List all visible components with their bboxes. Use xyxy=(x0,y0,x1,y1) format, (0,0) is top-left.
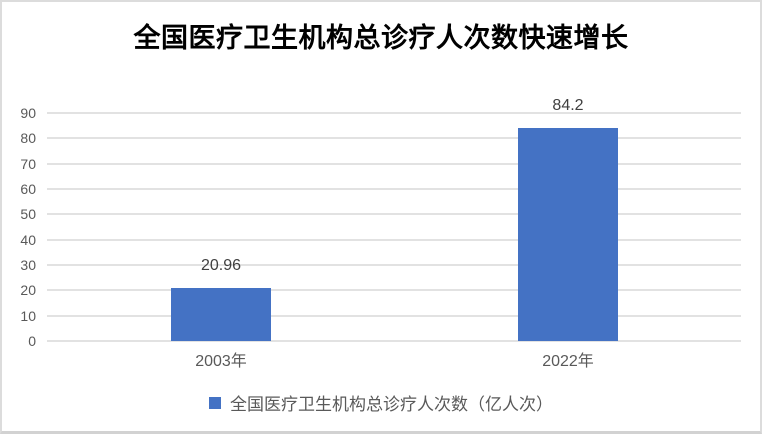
bar-2003年 xyxy=(171,288,271,341)
y-tick-label-90: 90 xyxy=(20,105,36,121)
gridline-50 xyxy=(47,213,741,215)
gridline-90 xyxy=(47,112,741,114)
y-tick-label-30: 30 xyxy=(20,257,36,273)
legend: 全国医疗卫生机构总诊疗人次数（亿人次） xyxy=(2,390,760,415)
bar-value-label-2022年: 84.2 xyxy=(552,97,584,114)
category-label-2003年: 2003年 xyxy=(195,353,247,370)
y-tick-label-70: 70 xyxy=(20,156,36,172)
chart-title: 全国医疗卫生机构总诊疗人次数快速增长 xyxy=(133,23,629,53)
gridline-30 xyxy=(47,264,741,266)
category-label-2022年: 2022年 xyxy=(542,353,594,370)
gridline-0 xyxy=(47,340,741,342)
y-tick-label-80: 80 xyxy=(20,130,36,146)
y-tick-label-10: 10 xyxy=(20,308,36,324)
gridline-20 xyxy=(47,289,741,291)
gridline-60 xyxy=(47,188,741,190)
legend-label: 全国医疗卫生机构总诊疗人次数（亿人次） xyxy=(230,395,553,414)
gridline-70 xyxy=(47,163,741,165)
y-tick-label-20: 20 xyxy=(20,282,36,298)
y-tick-label-60: 60 xyxy=(20,181,36,197)
gridline-10 xyxy=(47,315,741,317)
plot-area: 20.96 84.2 xyxy=(47,97,741,342)
gridline-40 xyxy=(47,239,741,241)
gridline-80 xyxy=(47,137,741,139)
bar-value-label-2003年: 20.96 xyxy=(200,257,242,274)
y-tick-label-50: 50 xyxy=(20,206,36,222)
legend-marker-square xyxy=(209,396,221,409)
y-tick-label-40: 40 xyxy=(20,232,36,248)
bar-2022年 xyxy=(518,128,618,341)
y-tick-label-0: 0 xyxy=(28,333,36,349)
